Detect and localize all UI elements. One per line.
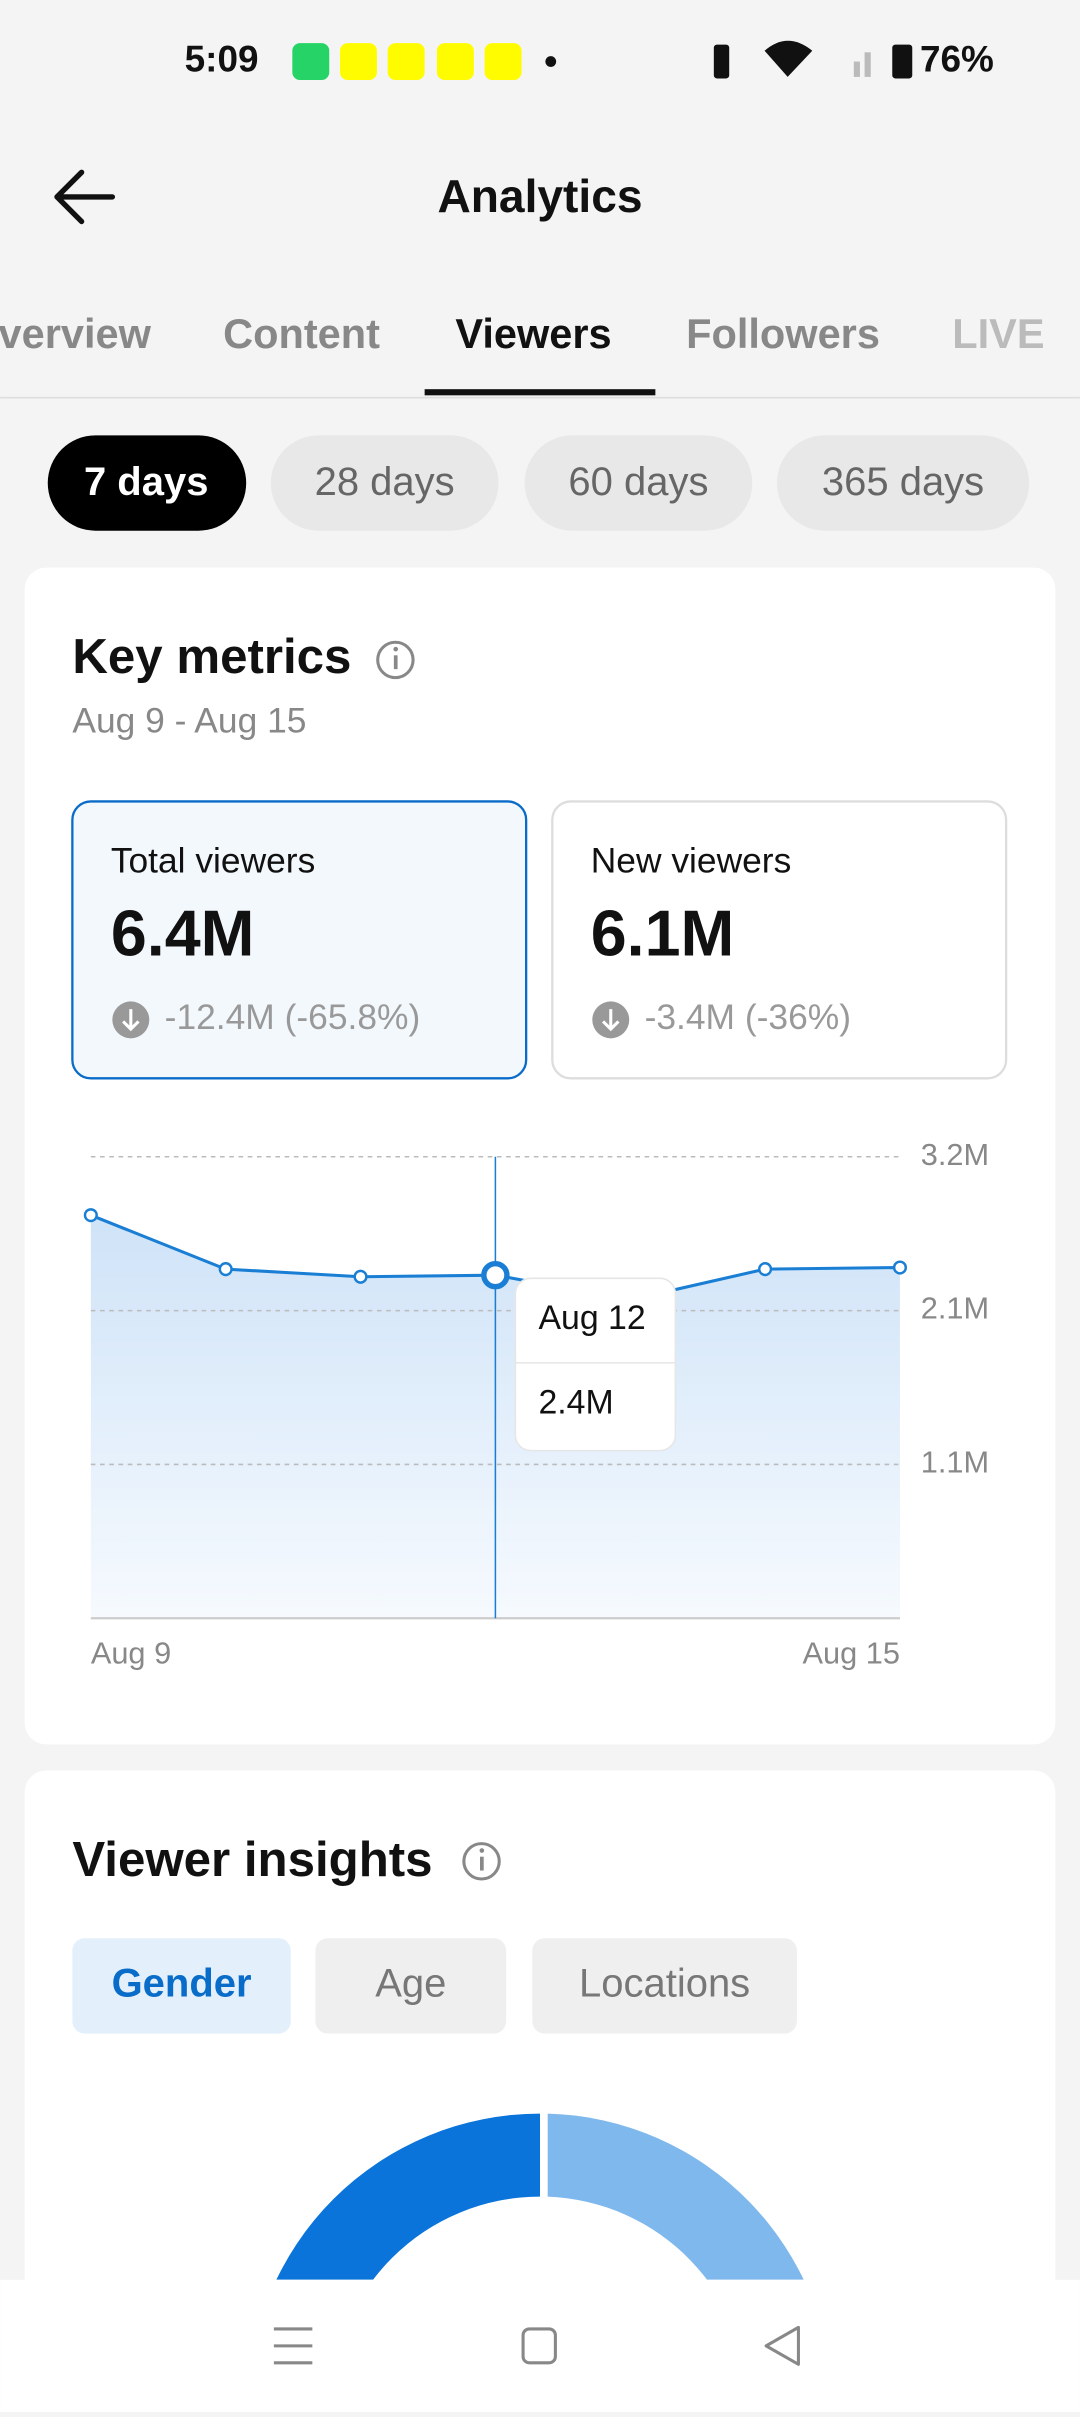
chart: 1.1M 2.1M 3.2M Aug 9 Aug 15 Aug 12 2.4M [83,1137,989,1670]
point [353,1269,368,1284]
tab[interactable]: Followers [686,310,880,357]
nav-back[interactable] [764,2325,800,2366]
section-title: Viewer insights [72,1832,432,1887]
x-tick-label: Aug 9 [91,1635,171,1670]
down-icon [592,1001,630,1039]
point [83,1208,98,1223]
insight-tab-label: Gender [112,1961,252,2005]
tab-indicator [424,389,656,396]
info-icon[interactable] [376,640,415,680]
info-icon[interactable] [462,1842,501,1881]
insight-tab-label: Age [375,1961,446,2005]
status-time: 5:09 [185,38,259,79]
tab[interactable]: Overview [0,310,152,357]
back-button[interactable] [54,169,116,225]
tab[interactable]: Content [223,310,380,357]
metric-card-active[interactable] [71,800,528,1080]
metric-value: 6.1M [591,897,735,969]
tooltip [514,1277,677,1452]
x-tick-label: Aug 15 [802,1635,899,1670]
y-tick-label: 3.2M [921,1137,989,1172]
metric-label: Total viewers [111,841,315,880]
tooltip-value: 2.4M [538,1383,613,1421]
insight-tab-active[interactable] [72,1938,291,2034]
y-tick-label: 1.1M [921,1445,989,1480]
metric-value: 6.4M [111,897,255,969]
tab-active[interactable]: Viewers [455,310,611,357]
period-chip-active[interactable] [47,435,247,531]
metric-card[interactable] [551,800,1008,1080]
period-label: 28 days [315,460,455,504]
period-label: 7 days [84,460,208,504]
point [892,1260,908,1275]
insight-tab[interactable] [532,1938,797,2034]
point [218,1262,233,1277]
metric-label: New viewers [591,841,792,880]
nav-home[interactable] [521,2327,557,2365]
metric-change: -12.4M (-65.8%) [165,998,421,1037]
donut [276,2113,804,2280]
page-title: Analytics [437,170,642,222]
metric-change: -3.4M (-36%) [645,998,851,1037]
card [24,1770,1056,2417]
nav-menu[interactable] [273,2327,313,2365]
battery: 76% [920,38,994,79]
down-icon [112,1001,150,1039]
tooltip-date: Aug 12 [538,1299,645,1337]
period-chip[interactable] [524,435,753,531]
period-label: 365 days [822,460,984,504]
y-tick-label: 2.1M [921,1291,989,1326]
period-label: 60 days [568,460,708,504]
date-range: Aug 9 - Aug 15 [72,701,306,740]
section-title: Key metrics [72,629,351,684]
point [758,1262,773,1277]
insight-tab-label: Locations [579,1961,750,2005]
notification-icons [292,40,913,80]
period-chip[interactable] [270,435,499,531]
nav-bar [0,2279,1080,2412]
insight-tab[interactable] [315,1938,507,2034]
point-selected [481,1260,510,1290]
tab[interactable]: LIVE [952,310,1044,357]
divider [0,396,1080,399]
period-chip[interactable] [776,435,1030,531]
